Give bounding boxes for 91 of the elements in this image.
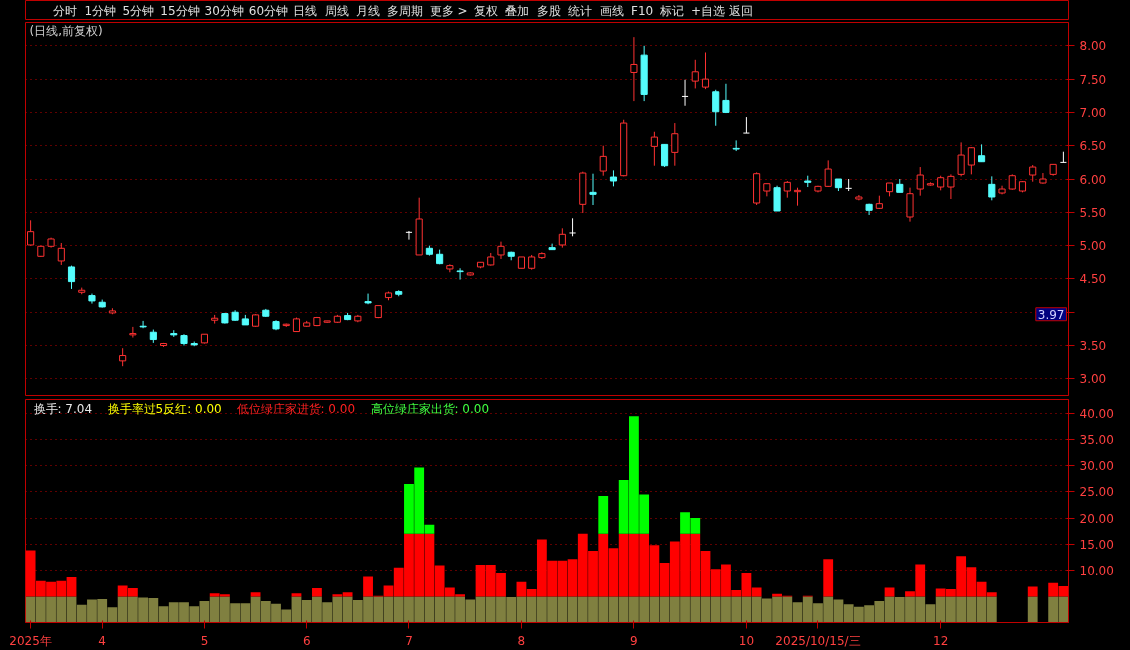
x-tick-label: 12 — [933, 633, 949, 648]
candlestick — [691, 59, 699, 89]
y-tick-label: 6.00 — [1079, 172, 1107, 187]
annotation: 3.97 — [1037, 307, 1065, 322]
text: 分时 — [53, 3, 78, 18]
candlestick — [916, 166, 924, 197]
y-tick-label: 35.00 — [1079, 433, 1114, 448]
candlestick — [947, 173, 955, 200]
x-tick-label: 8 — [517, 633, 526, 648]
annotation: 换手率过5反红: 0.00 — [107, 401, 222, 416]
annotation: 换手: 7.04 — [33, 401, 93, 416]
candlestick — [630, 36, 638, 102]
bar — [363, 576, 373, 597]
candlestick — [129, 326, 137, 339]
candlestick — [967, 146, 975, 175]
candlestick — [701, 51, 710, 90]
y-tick-label: 30.00 — [1079, 459, 1114, 474]
x-tick-label: 5 — [200, 633, 209, 648]
bar — [312, 588, 322, 597]
text: 1分钟 — [84, 3, 117, 18]
bar — [1027, 596, 1038, 623]
text: 多周期 — [387, 3, 424, 18]
candlestick — [589, 173, 597, 206]
candlestick — [1059, 151, 1067, 163]
candlestick — [364, 293, 372, 305]
y-tick-label: 3.50 — [1079, 339, 1107, 354]
text: 画线 — [599, 3, 624, 18]
text: 日线 — [293, 3, 318, 18]
text: 叠加 — [505, 3, 530, 18]
candlestick — [548, 243, 556, 251]
y-tick-label: 40.00 — [1079, 407, 1114, 422]
candlestick — [773, 185, 781, 212]
y-tick-label: 4.50 — [1079, 272, 1107, 287]
text: 30分钟 — [204, 3, 244, 18]
chart-title: (日线,前复权) — [29, 24, 103, 39]
y-tick-label: 25.00 — [1079, 485, 1114, 500]
candlestick — [988, 175, 996, 201]
annotation: 低位绿庄家进货: 0.00 — [236, 401, 356, 416]
bar — [1027, 586, 1038, 597]
candlestick — [599, 145, 607, 177]
text: 60分钟 — [248, 3, 289, 18]
candlestick — [139, 320, 147, 329]
x-tick-label: 7 — [405, 633, 413, 648]
candlestick — [681, 79, 689, 107]
text: 多股 — [536, 3, 561, 18]
y-tick-label: 10.00 — [1079, 563, 1114, 578]
candlestick — [824, 159, 832, 188]
y-tick-label: 3.00 — [1079, 372, 1107, 387]
bar — [823, 559, 834, 597]
text: 5分钟 — [122, 3, 155, 18]
bar — [598, 496, 609, 534]
candlestick — [1039, 172, 1047, 185]
y-tick-label: 7.50 — [1079, 72, 1107, 87]
candlestick — [27, 219, 35, 247]
candlestick — [558, 227, 566, 249]
y-tick-label: 5.50 — [1079, 205, 1107, 220]
x-tick-label: 2025年 — [9, 633, 52, 648]
candlestick — [742, 116, 750, 134]
x-tick-label: 2025/10/15/三 — [775, 633, 861, 648]
candlestick — [650, 131, 658, 167]
x-tick-label: 6 — [302, 633, 311, 648]
annotation: 高位绿庄家出货: 0.00 — [370, 401, 490, 416]
text: 15分钟 — [160, 3, 200, 18]
y-tick-label: 15.00 — [1079, 537, 1114, 552]
candlestick — [456, 267, 464, 281]
text: 统计 — [568, 3, 593, 18]
x-tick-label: 9 — [630, 633, 638, 648]
candlestick — [712, 89, 720, 127]
text: F10 — [630, 3, 654, 18]
y-tick-label: 20.00 — [1079, 511, 1114, 526]
text: +自选 — [690, 3, 726, 18]
y-tick-label: 7.00 — [1079, 105, 1107, 120]
y-tick-label: 6.50 — [1079, 139, 1107, 154]
text: 月线 — [355, 3, 380, 18]
candlestick — [906, 187, 914, 223]
text: 标记 — [658, 3, 684, 18]
candlestick — [661, 143, 669, 168]
text: 更多 > — [429, 3, 468, 18]
y-tick-label: 5.00 — [1079, 239, 1107, 254]
text: 复权 — [474, 3, 499, 18]
candlestick — [405, 230, 413, 241]
candlestick — [57, 242, 65, 266]
candlestick — [957, 141, 965, 177]
candlestick — [671, 122, 679, 167]
candlestick — [845, 178, 853, 192]
text: 周线 — [324, 3, 349, 18]
x-tick-label: 4 — [98, 633, 107, 648]
x-tick-label: 10 — [738, 633, 755, 648]
y-tick-label: 8.00 — [1079, 39, 1107, 54]
candlestick — [722, 83, 730, 114]
text: 返回 — [728, 3, 753, 18]
